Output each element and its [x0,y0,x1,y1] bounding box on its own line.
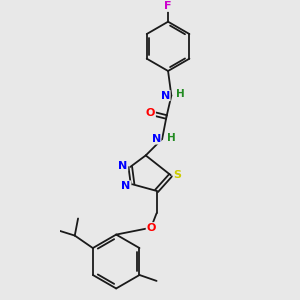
Text: N: N [118,161,128,171]
Text: S: S [173,170,181,180]
Text: H: H [176,89,185,99]
Text: N: N [122,181,130,191]
Text: O: O [146,108,155,118]
Text: N: N [152,134,161,144]
Text: O: O [146,223,156,233]
Text: F: F [164,1,172,11]
Text: N: N [161,91,170,100]
Text: H: H [167,133,176,143]
